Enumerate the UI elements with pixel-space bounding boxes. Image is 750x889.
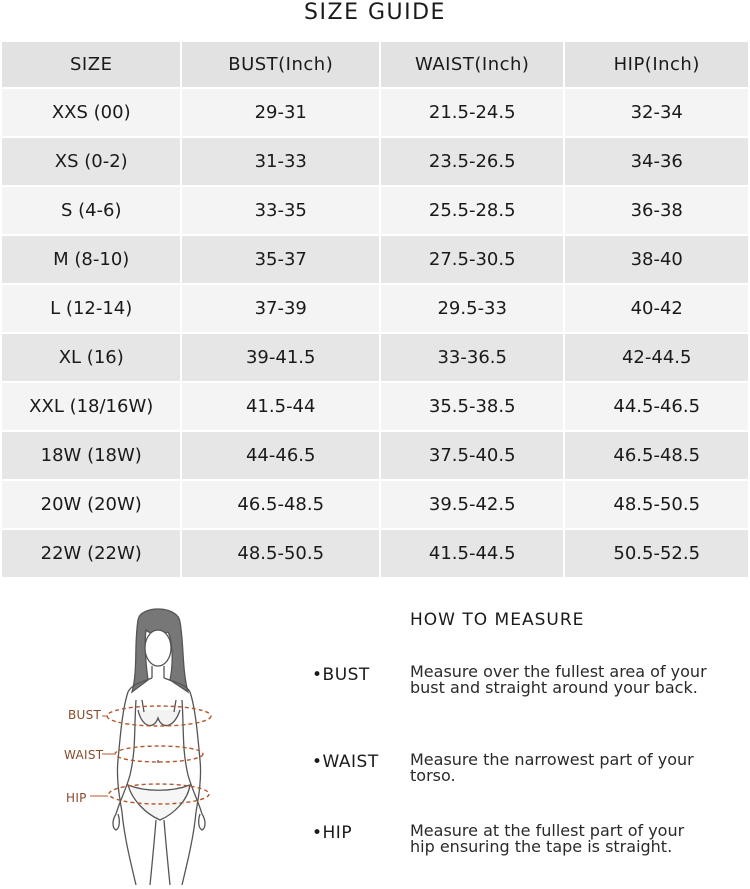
cell-size: 20W (20W)	[2, 481, 181, 528]
how-to-measure-title: HOW TO MEASURE	[410, 610, 585, 630]
cell-hip: 38-40	[565, 236, 748, 283]
cell-bust: 31-33	[182, 138, 379, 185]
cell-waist: 27.5-30.5	[380, 236, 564, 283]
cell-size: 18W (18W)	[2, 432, 181, 479]
cell-bust: 39-41.5	[182, 334, 379, 381]
measure-label-hip: •HIP	[312, 823, 353, 843]
cell-bust: 44-46.5	[182, 432, 379, 479]
table-row: XXL (18/16W) 41.5-44 35.5-38.5 44.5-46.5	[2, 383, 748, 430]
cell-hip: 36-38	[565, 187, 748, 234]
cell-hip: 48.5-50.5	[565, 481, 748, 528]
cell-hip: 42-44.5	[565, 334, 748, 381]
cell-hip: 50.5-52.5	[565, 530, 748, 577]
cell-waist: 39.5-42.5	[380, 481, 564, 528]
cell-hip: 32-34	[565, 89, 748, 136]
cell-waist: 37.5-40.5	[380, 432, 564, 479]
cell-waist: 29.5-33	[380, 285, 564, 332]
cell-size: S (4-6)	[2, 187, 181, 234]
table-header-row: SIZE BUST(Inch) WAIST(Inch) HIP(Inch)	[2, 42, 748, 87]
cell-hip: 46.5-48.5	[565, 432, 748, 479]
cell-size: M (8-10)	[2, 236, 181, 283]
table-row: 22W (22W) 48.5-50.5 41.5-44.5 50.5-52.5	[2, 530, 748, 577]
table-row: M (8-10) 35-37 27.5-30.5 38-40	[2, 236, 748, 283]
header-hip: HIP(Inch)	[565, 42, 748, 87]
body-figure-icon	[90, 608, 212, 886]
table-row: S (4-6) 33-35 25.5-28.5 36-38	[2, 187, 748, 234]
header-bust: BUST(Inch)	[182, 42, 379, 87]
cell-size: XXS (00)	[2, 89, 181, 136]
cell-waist: 21.5-24.5	[380, 89, 564, 136]
cell-waist: 33-36.5	[380, 334, 564, 381]
cell-size: XS (0-2)	[2, 138, 181, 185]
body-measurement-illustration: BUST WAIST HIP	[50, 600, 290, 886]
cell-hip: 40-42	[565, 285, 748, 332]
cell-waist: 35.5-38.5	[380, 383, 564, 430]
cell-bust: 48.5-50.5	[182, 530, 379, 577]
size-table: SIZE BUST(Inch) WAIST(Inch) HIP(Inch) XX…	[0, 40, 750, 579]
cell-size: L (12-14)	[2, 285, 181, 332]
cell-size: 22W (22W)	[2, 530, 181, 577]
cell-bust: 35-37	[182, 236, 379, 283]
table-row: XXS (00) 29-31 21.5-24.5 32-34	[2, 89, 748, 136]
cell-size: XXL (18/16W)	[2, 383, 181, 430]
table-row: 18W (18W) 44-46.5 37.5-40.5 46.5-48.5	[2, 432, 748, 479]
measure-desc-hip: Measure at the fullest part of your hip …	[410, 821, 685, 856]
cell-waist: 41.5-44.5	[380, 530, 564, 577]
table-row: XS (0-2) 31-33 23.5-26.5 34-36	[2, 138, 748, 185]
cell-bust: 46.5-48.5	[182, 481, 379, 528]
cell-hip: 44.5-46.5	[565, 383, 748, 430]
header-size: SIZE	[2, 42, 181, 87]
measure-label-bust: •BUST	[312, 665, 370, 685]
measure-label-waist: •WAIST	[312, 752, 379, 772]
cell-waist: 25.5-28.5	[380, 187, 564, 234]
figure-label-waist: WAIST	[64, 748, 104, 762]
table-row: XL (16) 39-41.5 33-36.5 42-44.5	[2, 334, 748, 381]
cell-bust: 41.5-44	[182, 383, 379, 430]
cell-size: XL (16)	[2, 334, 181, 381]
cell-waist: 23.5-26.5	[380, 138, 564, 185]
measure-desc-bust: Measure over the fullest area of your bu…	[410, 662, 707, 697]
table-row: 20W (20W) 46.5-48.5 39.5-42.5 48.5-50.5	[2, 481, 748, 528]
cell-bust: 33-35	[182, 187, 379, 234]
table-row: L (12-14) 37-39 29.5-33 40-42	[2, 285, 748, 332]
page-title: SIZE GUIDE	[304, 0, 446, 25]
cell-hip: 34-36	[565, 138, 748, 185]
measure-desc-waist: Measure the narrowest part of your torso…	[410, 750, 694, 785]
cell-bust: 37-39	[182, 285, 379, 332]
cell-bust: 29-31	[182, 89, 379, 136]
figure-label-hip: HIP	[66, 791, 87, 805]
figure-label-bust: BUST	[68, 708, 102, 722]
header-waist: WAIST(Inch)	[380, 42, 564, 87]
